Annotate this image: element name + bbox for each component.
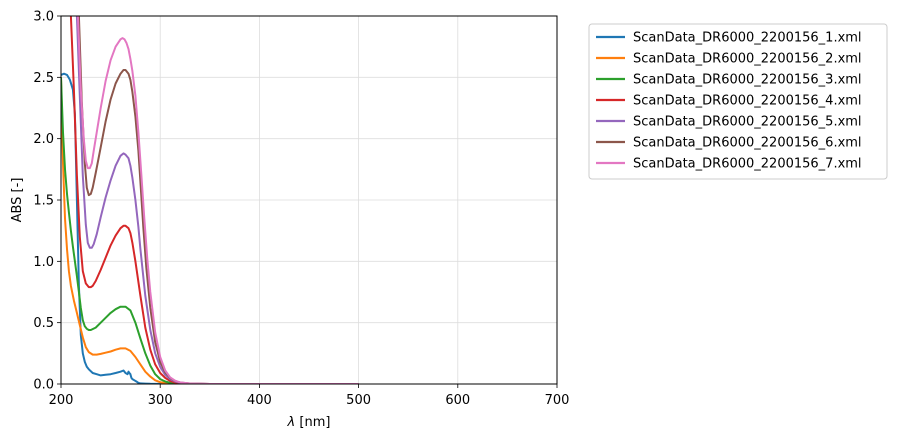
y-tick-label: 1.0 [33,255,54,270]
plot-series [61,16,359,384]
legend-box [588,23,888,180]
x-axis-label: λ [nm] [287,415,331,430]
legend: ScanData_DR6000_2200156_1.xml ScanData_DR… [588,23,888,180]
x-tick-label: 600 [445,393,470,408]
legend-label-7: ScanData_DR6000_2200156_7.xml [633,157,862,172]
y-tick-label: 3.0 [33,10,54,25]
y-tick-label: 2.5 [33,71,54,86]
legend-label-1: ScanData_DR6000_2200156_1.xml [633,31,862,46]
y-axis-label: ABS [-] [10,178,25,223]
axis-ticks: 200 300 400 500 600 700 0.0 0.5 1.0 1.5 2.0 2.5 3.0 [33,10,569,409]
legend-label-4: ScanData_DR6000_2200156_4.xml [633,94,862,109]
legend-label-3: ScanData_DR6000_2200156_3.xml [633,73,862,88]
y-tick-label: 1.5 [33,194,54,209]
legend-label-6: ScanData_DR6000_2200156_6.xml [633,136,862,151]
x-axis-label-unit: [nm] [295,415,330,430]
x-tick-label: 500 [346,393,371,408]
x-tick-label: 200 [49,393,74,408]
series-line-1 [61,72,359,384]
series-line-3 [61,77,359,384]
x-tick-label: 700 [545,393,570,408]
legend-label-5: ScanData_DR6000_2200156_5.xml [633,115,862,130]
series-line-7 [76,16,359,384]
legend-label-2: ScanData_DR6000_2200156_2.xml [633,52,862,67]
series-line-2 [61,77,359,384]
y-tick-label: 2.0 [33,132,54,147]
x-tick-label: 400 [247,393,272,408]
series-line-4 [69,16,359,384]
y-tick-label: 0.0 [33,378,54,393]
y-tick-label: 0.5 [33,316,54,331]
x-axis-label-symbol: λ [287,415,296,430]
x-tick-label: 300 [148,393,173,408]
